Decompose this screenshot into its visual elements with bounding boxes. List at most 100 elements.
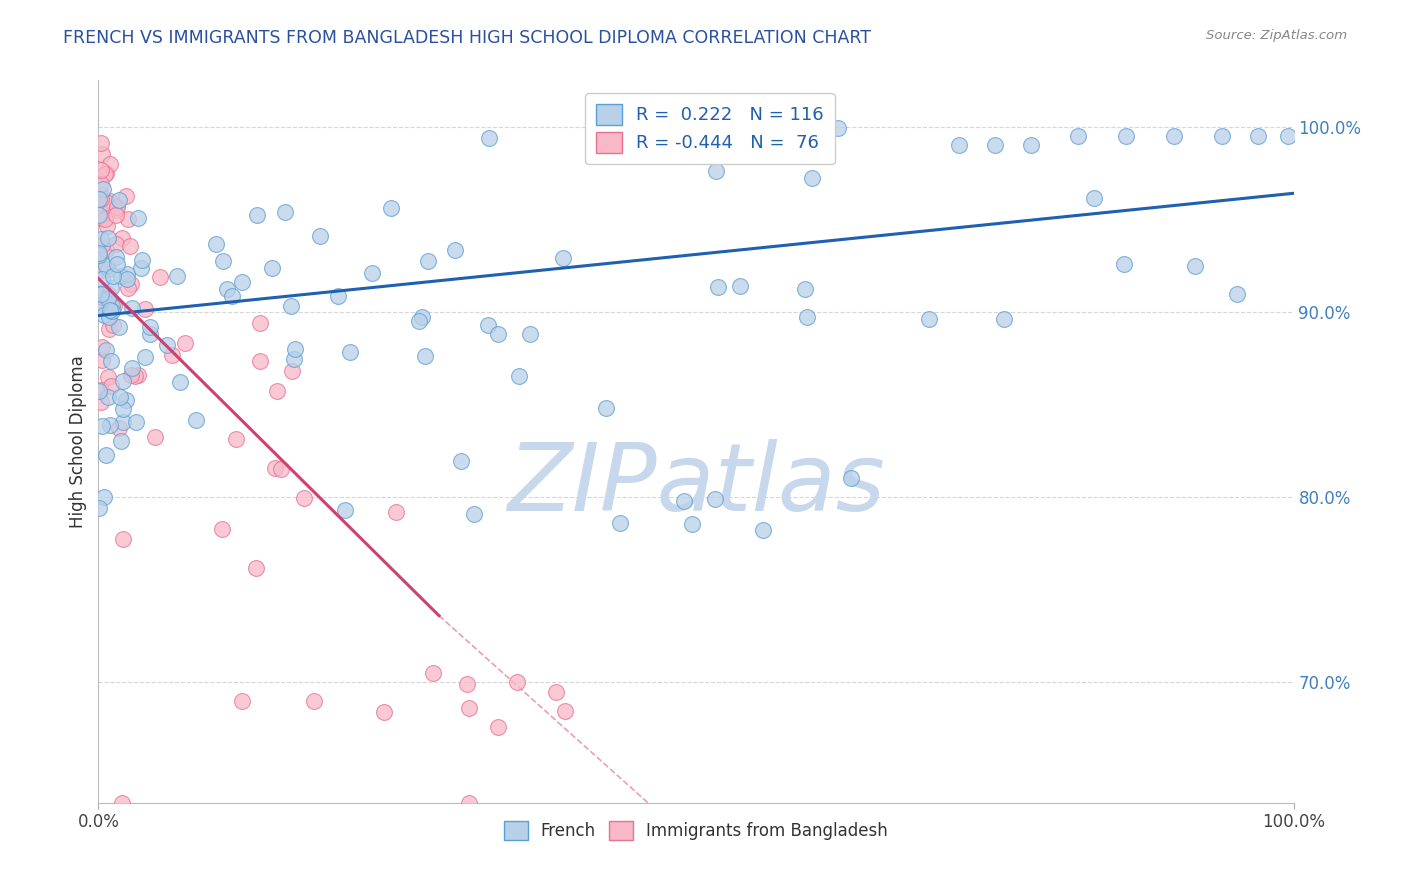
Point	[120, 368, 142, 383]
Point	[121, 361, 143, 376]
Point	[98, 303, 121, 318]
Point	[703, 491, 725, 506]
Point	[284, 342, 307, 356]
Point	[245, 560, 267, 574]
Point	[94, 212, 117, 227]
Point	[90, 298, 112, 312]
Text: Source: ZipAtlas.com: Source: ZipAtlas.com	[1206, 29, 1347, 42]
Point	[794, 282, 817, 296]
Point	[131, 260, 153, 275]
Point	[156, 337, 179, 351]
Point	[97, 322, 120, 336]
Point	[266, 384, 288, 399]
Point	[681, 516, 703, 531]
Point	[108, 193, 131, 207]
Point	[93, 308, 115, 322]
Point	[450, 453, 472, 467]
Point	[101, 299, 124, 313]
Point	[94, 289, 117, 303]
Point	[111, 401, 134, 416]
Point	[918, 312, 941, 326]
Point	[458, 701, 481, 715]
Point	[478, 130, 501, 145]
Point	[98, 302, 121, 317]
Point	[94, 343, 117, 357]
Point	[280, 364, 302, 378]
Point	[104, 237, 127, 252]
Point	[90, 395, 112, 409]
Point	[90, 187, 112, 202]
Point	[91, 182, 114, 196]
Point	[1163, 128, 1185, 143]
Point	[124, 369, 146, 384]
Point	[477, 318, 499, 333]
Point	[212, 254, 235, 268]
Point	[993, 312, 1015, 326]
Point	[444, 243, 467, 257]
Point	[97, 231, 120, 245]
Point	[506, 675, 529, 690]
Legend: French, Immigrants from Bangladesh: French, Immigrants from Bangladesh	[498, 814, 894, 847]
Point	[486, 720, 509, 734]
Point	[145, 430, 167, 444]
Point	[110, 268, 132, 283]
Point	[211, 522, 233, 536]
Point	[111, 231, 134, 245]
Point	[260, 260, 283, 275]
Point	[97, 261, 120, 276]
Point	[1083, 191, 1105, 205]
Point	[90, 163, 112, 178]
Point	[373, 706, 395, 720]
Point	[94, 167, 117, 181]
Point	[91, 290, 114, 304]
Point	[90, 177, 112, 191]
Point	[413, 349, 436, 363]
Point	[89, 301, 111, 315]
Point	[100, 354, 122, 368]
Point	[110, 390, 132, 404]
Point	[107, 257, 129, 271]
Point	[283, 352, 305, 367]
Point	[111, 796, 134, 810]
Point	[302, 694, 325, 708]
Point	[94, 259, 117, 273]
Point	[1184, 259, 1206, 273]
Point	[385, 505, 408, 519]
Point	[120, 239, 142, 253]
Point	[87, 248, 110, 262]
Point	[112, 416, 135, 430]
Point	[231, 276, 253, 290]
Point	[422, 666, 444, 681]
Point	[121, 301, 143, 315]
Point	[519, 326, 541, 341]
Point	[90, 340, 112, 354]
Point	[984, 138, 1007, 153]
Point	[280, 299, 302, 313]
Point	[90, 232, 112, 246]
Point	[544, 685, 567, 699]
Point	[90, 383, 112, 397]
Point	[508, 368, 530, 383]
Point	[221, 289, 243, 303]
Point	[105, 251, 128, 265]
Point	[91, 352, 114, 367]
Point	[706, 164, 728, 178]
Point	[458, 796, 481, 810]
Point	[456, 677, 478, 691]
Point	[107, 421, 129, 435]
Point	[948, 138, 970, 153]
Point	[360, 266, 382, 280]
Point	[728, 279, 751, 293]
Point	[333, 503, 356, 517]
Point	[160, 348, 183, 362]
Point	[98, 157, 121, 171]
Point	[380, 201, 402, 215]
Point	[94, 166, 117, 180]
Point	[100, 304, 122, 318]
Point	[91, 147, 114, 161]
Point	[90, 192, 112, 206]
Point	[1247, 128, 1270, 143]
Point	[89, 384, 111, 399]
Point	[231, 694, 253, 708]
Point	[98, 417, 121, 432]
